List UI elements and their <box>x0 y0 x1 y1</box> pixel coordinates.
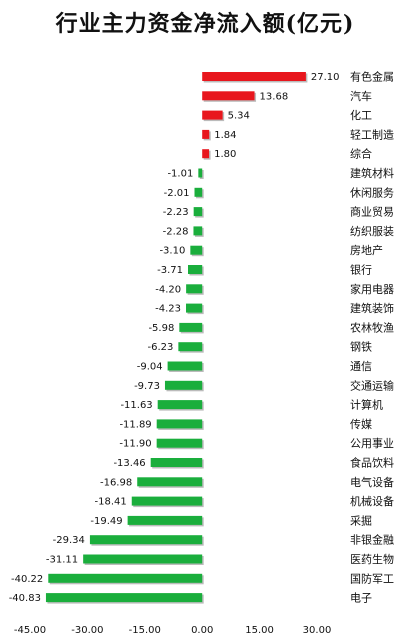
value-label: -9.73 <box>134 381 160 392</box>
category-label: 综合 <box>350 147 372 161</box>
value-label: -29.34 <box>53 535 85 546</box>
value-label: 1.80 <box>214 149 236 160</box>
category-label: 建筑材料 <box>350 166 394 180</box>
category-label: 化工 <box>350 108 372 122</box>
category-label: 通信 <box>350 360 372 373</box>
value-label: -3.10 <box>159 246 185 257</box>
value-label: -4.20 <box>155 284 181 295</box>
bar <box>48 573 203 583</box>
value-label: -5.98 <box>148 323 174 334</box>
category-label: 电子 <box>350 592 372 605</box>
bar <box>202 129 210 139</box>
bar <box>89 535 203 545</box>
value-label: -3.71 <box>157 265 183 276</box>
value-label: -11.90 <box>119 439 151 450</box>
bar <box>157 400 203 410</box>
category-label: 机械设备 <box>350 494 394 508</box>
value-label: -2.01 <box>164 188 190 199</box>
value-label: -18.41 <box>95 497 127 508</box>
bar <box>131 496 203 506</box>
bar <box>45 593 203 603</box>
category-label: 休闲服务 <box>350 185 394 199</box>
bar <box>186 284 203 294</box>
bar <box>202 91 255 101</box>
value-label: -40.83 <box>9 593 41 604</box>
bar <box>186 303 203 313</box>
category-label: 交通运输 <box>350 378 394 392</box>
value-label: 1.84 <box>214 130 236 141</box>
x-tick-label: 15.00 <box>245 625 274 636</box>
chart-title: 行业主力资金净流入额(亿元) <box>55 11 355 37</box>
x-tick-label: -15.00 <box>129 625 161 636</box>
bar <box>194 187 203 197</box>
bar <box>179 322 203 332</box>
bar <box>190 245 203 255</box>
category-label: 国防军工 <box>350 571 394 585</box>
value-label: 27.10 <box>311 72 340 83</box>
bar <box>164 380 203 390</box>
category-label: 建筑装饰 <box>350 301 394 315</box>
category-label: 食品饮料 <box>350 456 394 470</box>
bar <box>156 419 203 429</box>
x-tick-label: -45.00 <box>14 625 46 636</box>
category-label: 商业贸易 <box>350 205 394 219</box>
category-label: 公用事业 <box>350 437 394 450</box>
value-label: -13.46 <box>113 458 145 469</box>
category-label: 汽车 <box>350 89 372 103</box>
x-tick-label: -30.00 <box>71 625 103 636</box>
bar <box>193 226 203 236</box>
value-label: -40.22 <box>11 574 43 585</box>
category-label: 传媒 <box>350 418 372 431</box>
value-label: -16.98 <box>100 477 132 488</box>
bar <box>202 110 223 120</box>
bar <box>83 554 203 564</box>
category-label: 计算机 <box>350 398 383 412</box>
value-label: -31.11 <box>46 555 78 566</box>
category-label: 电气设备 <box>350 475 394 489</box>
bar <box>137 477 203 487</box>
value-label: -2.28 <box>163 226 189 237</box>
category-label: 有色金属 <box>350 70 394 84</box>
value-label: -19.49 <box>90 516 122 527</box>
value-label: -1.01 <box>167 169 193 180</box>
bar <box>167 361 203 371</box>
category-label: 轻工制造 <box>350 127 394 141</box>
bar <box>202 149 210 159</box>
category-label: 钢铁 <box>350 341 372 354</box>
category-label: 非银金融 <box>350 533 394 547</box>
value-label: -2.23 <box>163 207 189 218</box>
category-label: 纺织服装 <box>350 224 394 238</box>
bar <box>193 207 203 217</box>
bar <box>156 438 203 448</box>
bar <box>188 265 203 274</box>
value-label: 13.68 <box>260 91 289 102</box>
bar <box>178 342 203 352</box>
x-tick-label: 0.00 <box>191 625 213 636</box>
value-label: -4.23 <box>155 304 181 315</box>
x-tick-label: 30.00 <box>303 625 332 636</box>
category-label: 农林牧渔 <box>350 320 394 334</box>
value-label: -9.04 <box>137 362 163 373</box>
bar <box>150 458 203 467</box>
category-label: 房地产 <box>350 243 383 257</box>
category-label: 家用电器 <box>350 282 394 296</box>
value-label: -11.89 <box>119 419 151 430</box>
category-label: 医药生物 <box>350 552 394 566</box>
value-label: -6.23 <box>147 342 173 353</box>
bar <box>198 168 203 178</box>
bar <box>202 72 306 81</box>
category-label: 采掘 <box>350 513 372 527</box>
bar <box>127 515 203 525</box>
value-label: 5.34 <box>228 111 250 122</box>
value-label: -11.63 <box>120 400 152 411</box>
category-label: 银行 <box>350 263 372 277</box>
